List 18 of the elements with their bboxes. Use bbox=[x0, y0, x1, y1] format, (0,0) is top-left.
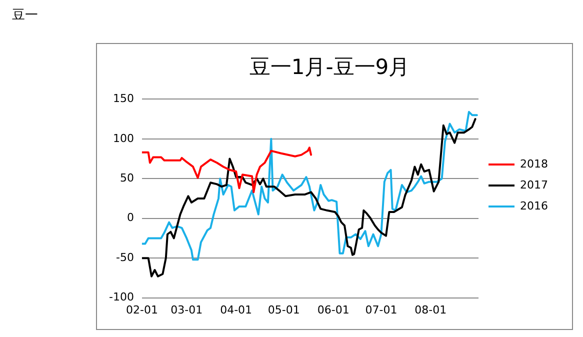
y-tick-label: -100 bbox=[108, 290, 134, 304]
x-tick-label: 04-01 bbox=[220, 303, 252, 316]
text: 豆一 bbox=[12, 7, 38, 24]
y-tick-label: 50 bbox=[120, 172, 134, 184]
y-tick-label: -50 bbox=[116, 250, 134, 264]
legend-label: 2017 bbox=[520, 178, 548, 192]
x-tick-label: 08-01 bbox=[414, 303, 447, 316]
y-tick-label: 100 bbox=[112, 132, 134, 145]
y-tick-label: 150 bbox=[112, 92, 134, 106]
x-tick-label: 02-01 bbox=[126, 303, 158, 316]
x-tick-label: 06-01 bbox=[317, 303, 350, 316]
x-tick-label: 03-01 bbox=[170, 303, 203, 316]
y-tick-label: 0 bbox=[126, 211, 134, 224]
x-tick-label: 07-01 bbox=[365, 303, 398, 316]
legend-label: 2016 bbox=[520, 199, 548, 212]
chart-title: 豆一1月-豆一9月 bbox=[249, 55, 410, 80]
legend-label: 2018 bbox=[520, 157, 548, 170]
x-tick-label: 05-01 bbox=[268, 303, 300, 316]
